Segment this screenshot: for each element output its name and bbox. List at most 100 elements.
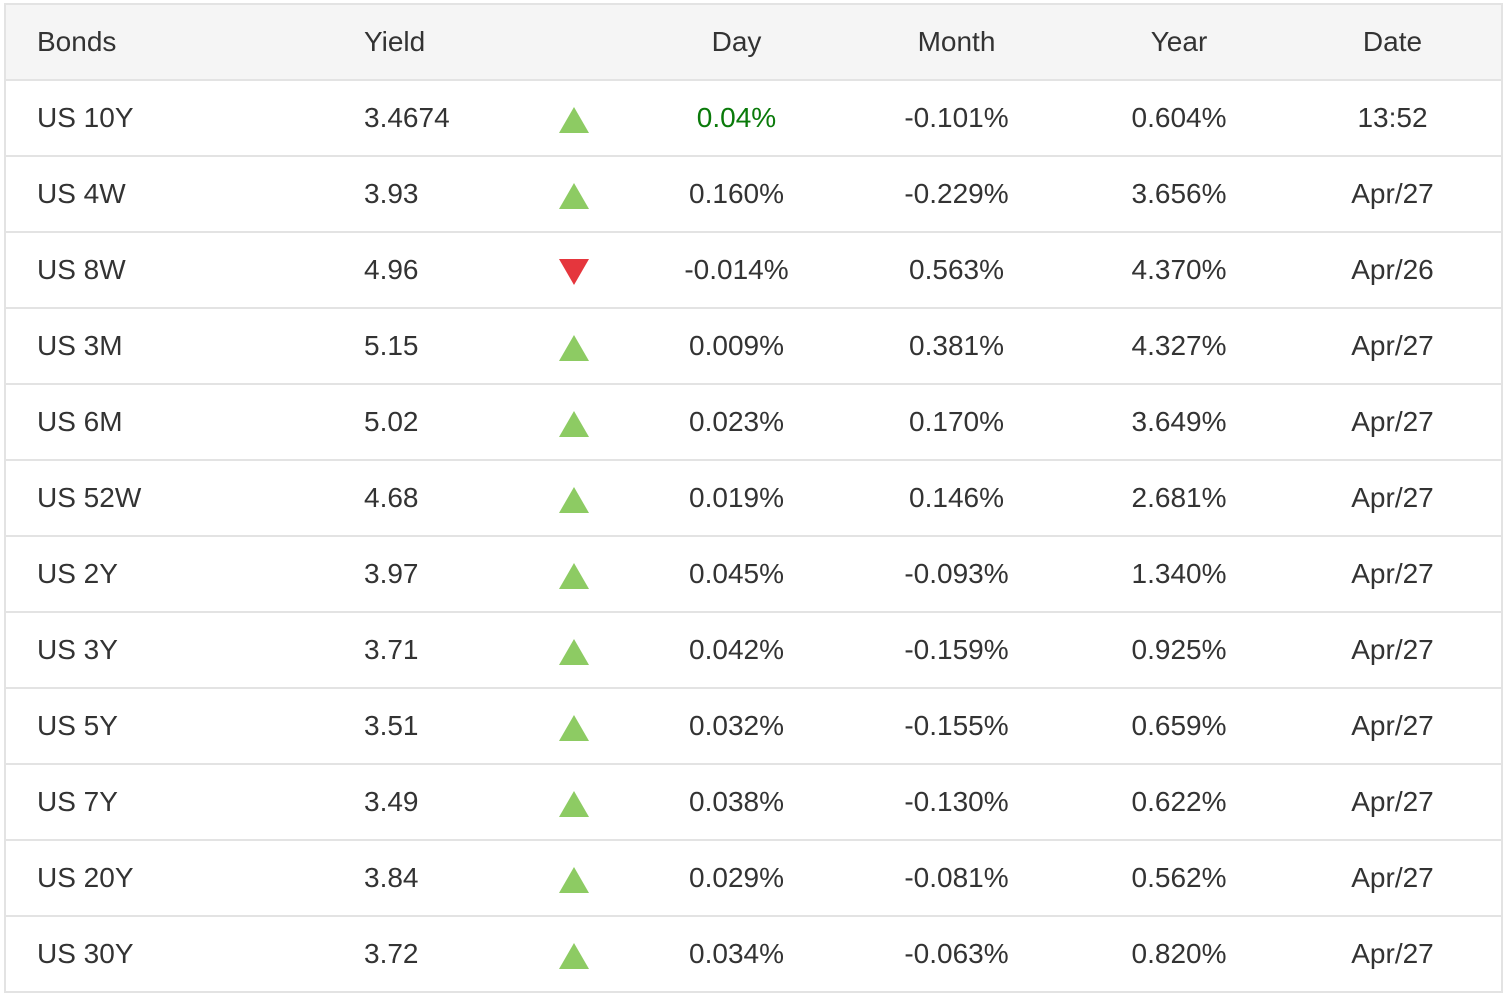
year-change: 4.370% — [1074, 232, 1284, 309]
month-change: -0.229% — [839, 156, 1074, 233]
year-change: 0.562% — [1074, 840, 1284, 917]
day-change: 0.029% — [634, 840, 839, 917]
direction-cell — [514, 916, 634, 993]
day-change: 0.032% — [634, 688, 839, 765]
year-change: 2.681% — [1074, 460, 1284, 537]
bond-name[interactable]: US 4W — [5, 156, 364, 233]
header-month[interactable]: Month — [839, 4, 1074, 81]
table-row[interactable]: US 30Y 3.72 0.034% -0.063% 0.820% Apr/27 — [5, 916, 1502, 993]
table-row[interactable]: US 3Y 3.71 0.042% -0.159% 0.925% Apr/27 — [5, 612, 1502, 689]
bond-date: Apr/27 — [1284, 840, 1502, 917]
table-row[interactable]: US 7Y 3.49 0.038% -0.130% 0.622% Apr/27 — [5, 764, 1502, 841]
bond-date: Apr/27 — [1284, 384, 1502, 461]
bond-yield: 3.72 — [364, 916, 514, 993]
bond-yield: 5.15 — [364, 308, 514, 385]
triangle-up-icon — [559, 714, 589, 741]
bond-date: Apr/27 — [1284, 764, 1502, 841]
bond-name[interactable]: US 3M — [5, 308, 364, 385]
table-row[interactable]: US 3M 5.15 0.009% 0.381% 4.327% Apr/27 — [5, 308, 1502, 385]
year-change: 3.656% — [1074, 156, 1284, 233]
bond-date: Apr/27 — [1284, 916, 1502, 993]
bond-name[interactable]: US 3Y — [5, 612, 364, 689]
month-change: 0.563% — [839, 232, 1074, 309]
bond-yield: 3.49 — [364, 764, 514, 841]
direction-cell — [514, 688, 634, 765]
table-row[interactable]: US 20Y 3.84 0.029% -0.081% 0.562% Apr/27 — [5, 840, 1502, 917]
bond-name[interactable]: US 30Y — [5, 916, 364, 993]
day-change: 0.019% — [634, 460, 839, 537]
direction-cell — [514, 764, 634, 841]
month-change: -0.130% — [839, 764, 1074, 841]
day-change: 0.009% — [634, 308, 839, 385]
triangle-up-icon — [559, 106, 589, 133]
table-row[interactable]: US 4W 3.93 0.160% -0.229% 3.656% Apr/27 — [5, 156, 1502, 233]
triangle-up-icon — [559, 486, 589, 513]
month-change: 0.381% — [839, 308, 1074, 385]
table-row[interactable]: US 6M 5.02 0.023% 0.170% 3.649% Apr/27 — [5, 384, 1502, 461]
bond-name[interactable]: US 20Y — [5, 840, 364, 917]
day-change: 0.023% — [634, 384, 839, 461]
bond-date: Apr/26 — [1284, 232, 1502, 309]
year-change: 0.820% — [1074, 916, 1284, 993]
year-change: 1.340% — [1074, 536, 1284, 613]
bond-date: Apr/27 — [1284, 536, 1502, 613]
table-row[interactable]: US 8W 4.96 -0.014% 0.563% 4.370% Apr/26 — [5, 232, 1502, 309]
triangle-up-icon — [559, 866, 589, 893]
bond-yield: 5.02 — [364, 384, 514, 461]
year-change: 0.604% — [1074, 80, 1284, 157]
bond-date: Apr/27 — [1284, 460, 1502, 537]
triangle-up-icon — [559, 942, 589, 969]
bond-yield: 3.84 — [364, 840, 514, 917]
direction-cell — [514, 308, 634, 385]
bond-name[interactable]: US 2Y — [5, 536, 364, 613]
bond-yield: 3.93 — [364, 156, 514, 233]
day-change: 0.038% — [634, 764, 839, 841]
direction-cell — [514, 840, 634, 917]
header-yield[interactable]: Yield — [364, 4, 514, 81]
bond-date: Apr/27 — [1284, 612, 1502, 689]
bond-name[interactable]: US 8W — [5, 232, 364, 309]
day-change: 0.034% — [634, 916, 839, 993]
table-row[interactable]: US 52W 4.68 0.019% 0.146% 2.681% Apr/27 — [5, 460, 1502, 537]
year-change: 3.649% — [1074, 384, 1284, 461]
bond-name[interactable]: US 6M — [5, 384, 364, 461]
direction-cell — [514, 80, 634, 157]
bond-yield: 4.96 — [364, 232, 514, 309]
triangle-up-icon — [559, 410, 589, 437]
triangle-up-icon — [559, 334, 589, 361]
table-row[interactable]: US 10Y 3.4674 0.04% -0.101% 0.604% 13:52 — [5, 80, 1502, 157]
day-change: 0.160% — [634, 156, 839, 233]
bond-yield: 3.51 — [364, 688, 514, 765]
header-direction — [514, 4, 634, 81]
direction-cell — [514, 460, 634, 537]
header-year[interactable]: Year — [1074, 4, 1284, 81]
bond-name[interactable]: US 52W — [5, 460, 364, 537]
direction-cell — [514, 232, 634, 309]
year-change: 0.622% — [1074, 764, 1284, 841]
month-change: -0.159% — [839, 612, 1074, 689]
table-row[interactable]: US 2Y 3.97 0.045% -0.093% 1.340% Apr/27 — [5, 536, 1502, 613]
bond-yield: 3.97 — [364, 536, 514, 613]
bond-name[interactable]: US 5Y — [5, 688, 364, 765]
bond-date: Apr/27 — [1284, 308, 1502, 385]
bond-yield: 3.71 — [364, 612, 514, 689]
month-change: 0.170% — [839, 384, 1074, 461]
bond-yield: 4.68 — [364, 460, 514, 537]
day-change: 0.045% — [634, 536, 839, 613]
bond-date: Apr/27 — [1284, 688, 1502, 765]
day-change: 0.042% — [634, 612, 839, 689]
bonds-table: Bonds Yield Day Month Year Date US 10Y 3.… — [4, 3, 1503, 993]
table-header: Bonds Yield Day Month Year Date — [5, 4, 1502, 81]
bond-name[interactable]: US 10Y — [5, 80, 364, 157]
header-bonds[interactable]: Bonds — [5, 4, 364, 81]
day-change: 0.04% — [634, 80, 839, 157]
triangle-up-icon — [559, 562, 589, 589]
month-change: -0.101% — [839, 80, 1074, 157]
header-date[interactable]: Date — [1284, 4, 1502, 81]
direction-cell — [514, 536, 634, 613]
table-row[interactable]: US 5Y 3.51 0.032% -0.155% 0.659% Apr/27 — [5, 688, 1502, 765]
bond-date: Apr/27 — [1284, 156, 1502, 233]
bond-name[interactable]: US 7Y — [5, 764, 364, 841]
header-day[interactable]: Day — [634, 4, 839, 81]
direction-cell — [514, 612, 634, 689]
